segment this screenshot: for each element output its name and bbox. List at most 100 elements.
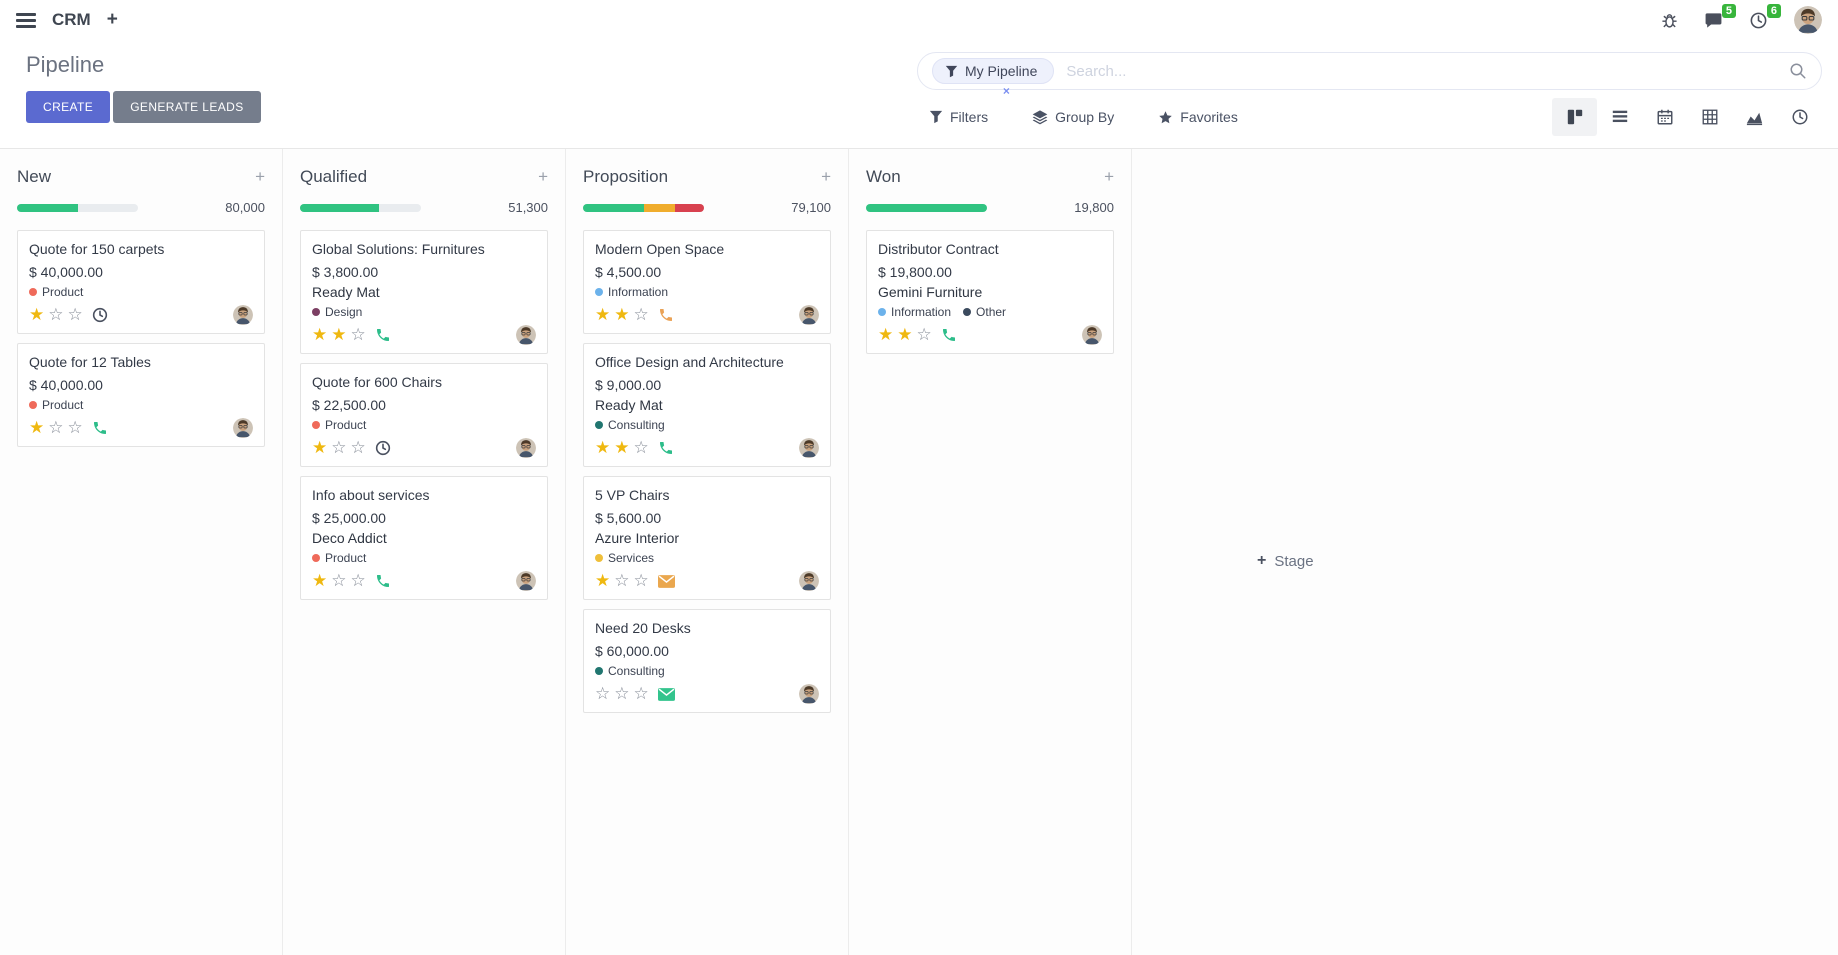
plus-icon[interactable]: + [106,9,118,30]
kanban-card-need-20-desks[interactable]: Need 20 Desks $ 60,000.00 Consulting ☆ ☆ ☆ [583,609,831,713]
star-icon[interactable]: ☆ [633,438,649,457]
column-progressbar[interactable] [866,203,987,212]
phone-icon[interactable] [375,573,391,589]
star-icon[interactable]: ★ [312,571,328,590]
add-record-icon[interactable]: + [255,167,265,186]
mail-icon[interactable] [657,574,675,588]
column-progressbar[interactable] [300,203,421,212]
debug-icon[interactable] [1661,12,1678,29]
star-icon[interactable]: ☆ [48,305,64,324]
star-icon[interactable]: ☆ [67,305,83,324]
kanban-card-5-vp-chairs[interactable]: 5 VP Chairs $ 5,600.00 Azure Interior Se… [583,476,831,600]
star-icon[interactable]: ☆ [614,571,630,590]
kanban-card-info-about-services[interactable]: Info about services $ 25,000.00 Deco Add… [300,476,548,600]
star-icon[interactable]: ☆ [350,438,366,457]
kanban-card-quote-for-150-carpets[interactable]: Quote for 150 carpets $ 40,000.00 Produc… [17,230,265,334]
kanban-card-global-solutions-furnitures[interactable]: Global Solutions: Furnitures $ 3,800.00 … [300,230,548,354]
star-icon[interactable]: ★ [331,325,347,344]
filters-menu[interactable]: Filters [929,109,988,125]
star-icon[interactable]: ★ [614,305,630,324]
star-icon[interactable]: ★ [878,325,894,344]
star-icon[interactable]: ☆ [350,325,366,344]
add-record-icon[interactable]: + [1104,167,1114,186]
avatar[interactable] [233,418,253,438]
star-icon[interactable]: ☆ [331,438,347,457]
phone-icon[interactable] [658,440,674,456]
column-progressbar[interactable] [17,203,138,212]
phone-icon[interactable] [92,420,108,436]
kanban-icon [1567,109,1582,125]
avatar[interactable] [516,438,536,458]
add-record-icon[interactable]: + [538,167,548,186]
avatar[interactable] [233,305,253,325]
add-stage-button[interactable]: + Stage [1257,167,1314,955]
apps-menu-icon[interactable] [16,10,36,31]
view-pivot-button[interactable] [1687,98,1732,136]
mail-icon[interactable] [657,687,675,701]
star-icon[interactable]: ★ [595,438,611,457]
star-icon[interactable]: ★ [614,438,630,457]
star-icon[interactable]: ☆ [331,571,347,590]
group-by-menu[interactable]: Group By [1032,109,1114,125]
star-icon[interactable]: ☆ [633,571,649,590]
avatar[interactable] [516,325,536,345]
user-avatar[interactable] [1794,6,1822,34]
star-icon[interactable]: ☆ [633,684,649,703]
star-icon[interactable]: ★ [312,325,328,344]
list-icon [1612,110,1627,123]
star-icon[interactable]: ★ [29,418,45,437]
create-button[interactable]: CREATE [26,91,111,123]
column-progressbar[interactable] [583,203,704,212]
add-record-icon[interactable]: + [821,167,831,186]
star-icon[interactable]: ★ [595,305,611,324]
progress-segment[interactable] [866,203,987,212]
app-name[interactable]: CRM [52,10,91,29]
avatar[interactable] [516,571,536,591]
phone-icon[interactable] [941,327,957,343]
search-icon[interactable] [1789,62,1807,80]
view-graph-button[interactable] [1732,98,1777,136]
phone-icon[interactable] [375,327,391,343]
clock-icon[interactable] [375,440,391,456]
progress-segment[interactable] [300,203,379,212]
kanban-card-quote-for-12-tables[interactable]: Quote for 12 Tables $ 40,000.00 Product … [17,343,265,447]
facet-remove-icon[interactable]: × [1002,84,1010,98]
generate-leads-button[interactable]: GENERATE LEADS [113,91,261,123]
star-icon[interactable]: ★ [312,438,328,457]
progress-segment[interactable] [583,203,644,212]
progress-segment[interactable] [674,203,704,212]
avatar[interactable] [799,571,819,591]
kanban-card-quote-for-600-chairs[interactable]: Quote for 600 Chairs $ 22,500.00 Product… [300,363,548,467]
star-icon[interactable]: ★ [595,571,611,590]
search-input[interactable] [1066,62,1789,80]
activities-icon[interactable]: 6 [1749,3,1781,30]
star-icon[interactable]: ★ [29,305,45,324]
kanban-card-office-design-and-architecture[interactable]: Office Design and Architecture $ 9,000.0… [583,343,831,467]
view-activity-button[interactable] [1777,98,1822,136]
progress-segment[interactable] [17,203,78,212]
phone-icon[interactable] [658,307,674,323]
kanban-card-modern-open-space[interactable]: Modern Open Space $ 4,500.00 Information… [583,230,831,334]
avatar[interactable] [799,684,819,704]
view-list-button[interactable] [1597,98,1642,136]
star-icon[interactable]: ☆ [614,684,630,703]
star-icon[interactable]: ☆ [48,418,64,437]
star-icon[interactable]: ☆ [350,571,366,590]
search-facet-my-pipeline[interactable]: My Pipeline × [932,58,1055,98]
avatar[interactable] [799,438,819,458]
avatar[interactable] [799,305,819,325]
avatar[interactable] [1082,325,1102,345]
star-icon[interactable]: ☆ [595,684,611,703]
star-icon[interactable]: ☆ [916,325,932,344]
clock-icon[interactable] [92,307,108,323]
view-calendar-button[interactable] [1642,98,1687,136]
star-icon[interactable]: ★ [897,325,913,344]
star-icon[interactable]: ☆ [67,418,83,437]
progress-segment[interactable] [643,203,675,212]
kanban-card-distributor-contract[interactable]: Distributor Contract $ 19,800.00 Gemini … [866,230,1114,354]
star-icon[interactable]: ☆ [633,305,649,324]
messages-icon[interactable]: 5 [1704,3,1736,30]
card-stars: ★ ☆ ☆ [312,571,366,591]
view-kanban-button[interactable] [1552,98,1597,136]
favorites-menu[interactable]: Favorites [1158,109,1238,125]
